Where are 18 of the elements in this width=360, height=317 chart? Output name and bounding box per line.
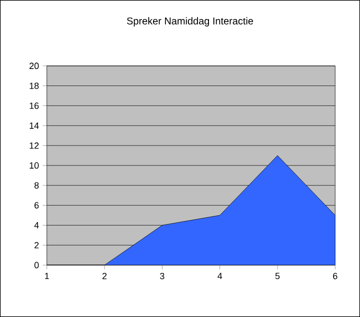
y-tick-label: 0 (34, 262, 39, 268)
y-tick-label: 18 (30, 82, 39, 90)
y-tick-label: 10 (30, 162, 39, 169)
y-tick-label: 2 (34, 242, 39, 248)
x-tick-label: 3 (160, 272, 164, 280)
y-tick-label: 6 (34, 202, 39, 209)
chart-title: Spreker Namiddag Interactie (126, 17, 254, 26)
x-tick-label: 4 (218, 272, 222, 280)
x-tick-label: 6 (333, 272, 338, 280)
x-tick-label: 1 (45, 272, 49, 280)
y-tick-label: 8 (34, 182, 39, 189)
y-tick-label: 14 (30, 122, 39, 129)
x-tick-label: 5 (275, 272, 280, 280)
x-tick-label: 2 (102, 272, 107, 280)
y-tick-label: 16 (30, 102, 39, 109)
y-tick-label: 4 (34, 222, 39, 228)
y-tick-label: 12 (30, 142, 39, 149)
y-tick-label: 20 (30, 62, 39, 70)
